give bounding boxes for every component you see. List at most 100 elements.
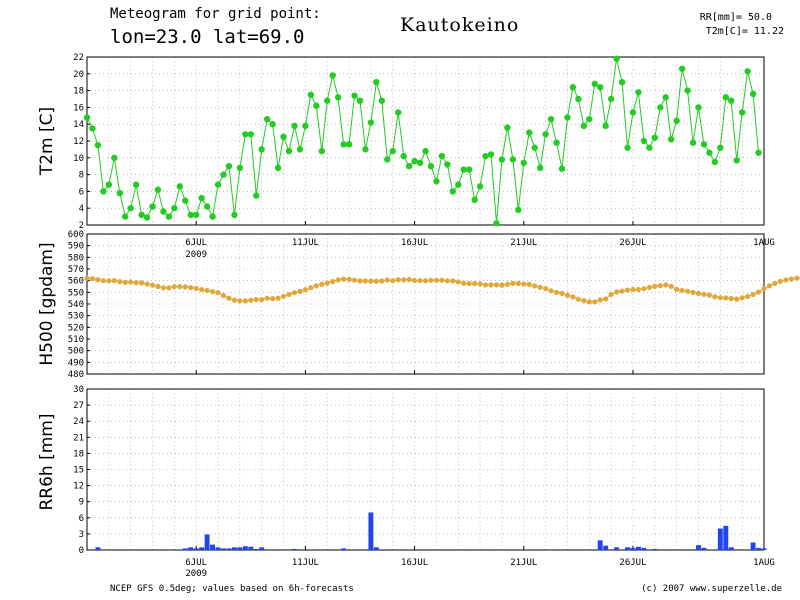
t2m-data-point [673,117,680,125]
data-source-note: NCEP GFS 0.5deg; values based on 6h-fore… [110,584,354,594]
h500-data-point [635,286,642,293]
h500-data-point [95,277,101,283]
h500-data-point [652,283,658,289]
t2m-data-point [220,171,227,178]
h500-data-point [755,289,762,295]
rr-bar [750,542,756,550]
t2m-data-point [122,213,129,220]
h500-data-point [712,294,718,300]
h500-data-point [499,282,505,288]
h500-data-point [783,277,789,283]
t2m-data-point [324,97,331,104]
h500-data-point [253,296,259,303]
copyright-note: (c) 2007 www.superzelle.de [641,584,782,594]
t2m-data-point [427,163,435,170]
h500-data-point [668,283,674,289]
t2m-data-point [733,157,740,164]
h500-x-tick-label: 16JUL [401,238,428,248]
h500-data-point [182,284,188,290]
t2m-data-point [149,203,156,210]
rr-bar [221,548,226,550]
h500-data-point [466,280,472,287]
h500-data-point [100,278,106,284]
h500-data-point [684,288,691,294]
h500-data-point [351,277,358,283]
t2m-data-point [367,119,375,126]
rr-bar [373,547,379,550]
h500-data-point [581,298,587,304]
t2m-data-point [684,87,691,94]
h500-data-point [395,277,401,283]
h500-data-point [455,279,461,285]
t2m-data-point [547,115,555,123]
rr-bar [614,547,620,550]
t2m-data-point [160,208,167,215]
h500-data-point [537,284,543,290]
h500-data-point [482,282,489,288]
t2m-data-point [384,156,391,163]
t2m-data-point [749,90,757,98]
h500-data-point [646,284,652,291]
rr-bar [210,544,216,550]
t2m-data-point [400,152,407,160]
rr-bar [723,525,729,550]
rr-bar [625,547,630,550]
t2m-data-point [329,72,336,79]
h500-data-point [302,287,308,293]
h500-data-point [777,278,783,284]
h500-data-point [275,295,281,301]
h500-data-point [122,279,128,286]
t2m-data-point [607,95,615,103]
t2m-mean-label: T2m[C]= 11.22 [705,26,784,37]
h500-data-point [461,280,467,286]
rr-bar [188,547,194,550]
rr-total-label: RR[mm]= 50.0 [699,12,772,23]
h500-data-point [428,277,434,283]
t2m-data-point [182,197,189,204]
h500-y-tick-label: 520 [68,323,84,333]
h500-data-point [772,280,778,286]
rr-axis-title: RR6h [mm] [37,413,57,510]
t2m-data-point [433,178,440,185]
t2m-data-point [405,163,413,170]
h500-data-point [368,278,374,284]
t2m-data-point [285,147,293,155]
t2m-data-point [580,122,588,130]
t2m-data-point [258,146,265,153]
h500-data-point [411,277,418,284]
t2m-data-point [351,92,358,99]
rr-bar [242,546,248,550]
t2m-data-point [536,164,544,172]
t2m-data-point [378,97,386,104]
rr-bar [253,548,259,550]
rr-bar [728,547,734,550]
h500-data-point [695,290,702,297]
t2m-data-point [678,65,686,72]
rr-bar [259,547,265,550]
t2m-data-point [416,159,424,167]
t2m-data-point [487,151,495,158]
t2m-data-point [198,194,205,202]
h500-y-tick-label: 590 [68,242,84,252]
t2m-data-point [629,109,637,116]
h500-data-point [106,278,112,284]
t2m-data-point [553,139,560,146]
rr-bar [701,547,707,550]
rr-bar [204,534,210,550]
h500-data-point [564,292,571,298]
rr-y-tick-label: 6 [79,514,84,524]
rr-bar [597,540,603,550]
t2m-data-point [575,95,582,103]
rr-x-tick-label: 16JUL [401,558,428,568]
rr-bar [756,547,761,550]
t2m-data-point [542,131,549,138]
t2m-data-point [100,188,107,195]
t2m-series-line [86,58,759,224]
h500-data-point [242,298,248,304]
t2m-data-point [263,115,271,123]
h500-data-point [488,282,494,288]
t2m-y-tick-label: 18 [73,87,84,97]
rr-bar [237,547,243,550]
h500-data-point [297,288,303,294]
t2m-data-point [455,181,462,188]
